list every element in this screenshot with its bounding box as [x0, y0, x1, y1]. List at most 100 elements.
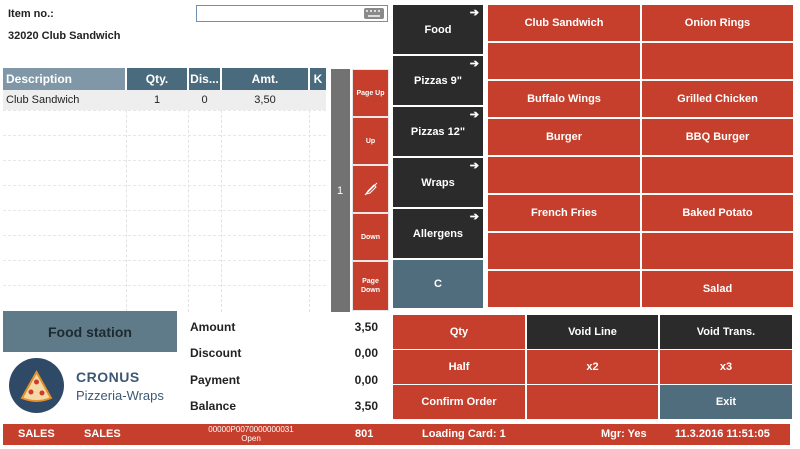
grid-line: [221, 90, 222, 312]
clear-button[interactable]: C: [393, 260, 483, 308]
column-header-k[interactable]: K: [310, 68, 326, 90]
balance-label: Balance: [190, 399, 237, 413]
product-buffalo-wings[interactable]: Buffalo Wings: [488, 81, 640, 117]
category-label: Allergens: [412, 227, 464, 240]
grid-line: [3, 160, 326, 161]
product-bbq-burger[interactable]: BBQ Burger: [642, 119, 793, 155]
loading-card: Loading Card: 1: [422, 428, 506, 440]
void-line-button[interactable]: Void Line: [527, 315, 658, 349]
exit-button[interactable]: Exit: [660, 385, 792, 419]
status-mode-1: SALES: [18, 428, 55, 440]
category-label: Pizzas 9": [413, 74, 463, 87]
status-bar: SALES SALES 00000P0070000000031 Open 801…: [3, 424, 790, 445]
column-header-amount[interactable]: Amt.: [222, 68, 308, 90]
void-transaction-button[interactable]: Void Trans.: [660, 315, 792, 349]
item-no-label: Item no.:: [8, 8, 54, 20]
table-row[interactable]: Club Sandwich 1 0 3,50: [3, 90, 326, 110]
column-header-qty[interactable]: Qty.: [127, 68, 187, 90]
order-lines-table: Description Qty. Dis... Amt. K Club Sand…: [3, 68, 326, 312]
category-pizzas-9[interactable]: Pizzas 9" ➔: [393, 56, 483, 105]
amount-value: 3,50: [354, 320, 378, 334]
page-indicator: 1: [337, 185, 344, 197]
product-empty[interactable]: [642, 233, 793, 269]
grid-line: [309, 90, 310, 312]
product-onion-rings[interactable]: Onion Rings: [642, 5, 793, 41]
row-description: Club Sandwich: [6, 94, 80, 106]
product-empty[interactable]: [488, 157, 640, 193]
grid-line: [188, 90, 189, 312]
row-qty: 1: [153, 94, 161, 106]
product-empty[interactable]: [488, 233, 640, 269]
grid-line: [126, 90, 127, 312]
pizza-logo-icon: [9, 358, 64, 413]
page-down-button[interactable]: Page Down: [352, 261, 389, 311]
transaction-state: Open: [241, 434, 261, 443]
manager-status: Mgr: Yes: [601, 428, 647, 440]
grid-line: [3, 260, 326, 261]
logo-subtitle: Pizzeria-Wraps: [76, 388, 164, 403]
edit-line-button[interactable]: [352, 165, 389, 213]
arrow-right-icon: ➔: [469, 109, 479, 121]
grid-line: [3, 135, 326, 136]
column-header-discount[interactable]: Dis...: [189, 68, 220, 90]
discount-label: Discount: [190, 346, 242, 360]
item-no-input[interactable]: [196, 5, 388, 22]
scrollbar[interactable]: 1: [331, 69, 350, 312]
half-button[interactable]: Half: [393, 350, 525, 384]
product-empty[interactable]: [488, 43, 640, 79]
page-down-label-1: Page: [362, 278, 379, 285]
terminal-number: 801: [355, 428, 374, 440]
page-down-label-2: Down: [360, 287, 381, 294]
page-up-button[interactable]: Page Up: [352, 69, 389, 117]
transaction-info: 00000P0070000000031 Open: [186, 425, 316, 443]
food-station-button[interactable]: Food station: [3, 311, 177, 352]
date-time: 11.3.2016 11:51:05: [675, 428, 770, 440]
discount-value: 0,00: [354, 346, 378, 360]
category-label: Food: [424, 23, 452, 36]
confirm-order-button[interactable]: Confirm Order: [393, 385, 525, 419]
balance-value: 3,50: [354, 399, 378, 413]
up-button[interactable]: Up: [352, 117, 389, 165]
product-grilled-chicken[interactable]: Grilled Chicken: [642, 81, 793, 117]
grid-line: [3, 210, 326, 211]
payment-value: 0,00: [354, 373, 378, 387]
product-baked-potato[interactable]: Baked Potato: [642, 195, 793, 231]
grid-line: [3, 185, 326, 186]
product-empty[interactable]: [488, 271, 640, 307]
arrow-right-icon: ➔: [469, 58, 479, 70]
product-french-fries[interactable]: French Fries: [488, 195, 640, 231]
category-food[interactable]: Food ➔: [393, 5, 483, 54]
x2-button[interactable]: x2: [527, 350, 658, 384]
pen-slash-icon: [364, 182, 377, 196]
product-empty[interactable]: [642, 43, 793, 79]
row-discount: 0: [201, 94, 208, 106]
product-club-sandwich[interactable]: Club Sandwich: [488, 5, 640, 41]
payment-label: Payment: [190, 373, 241, 387]
column-header-description[interactable]: Description: [3, 68, 125, 90]
down-button[interactable]: Down: [352, 213, 389, 261]
arrow-right-icon: ➔: [469, 160, 479, 172]
empty-function-button[interactable]: [527, 385, 658, 419]
product-empty[interactable]: [642, 157, 793, 193]
keyboard-icon[interactable]: [364, 8, 384, 19]
current-item: 32020 Club Sandwich: [8, 30, 121, 42]
category-wraps[interactable]: Wraps ➔: [393, 158, 483, 207]
arrow-right-icon: ➔: [469, 7, 479, 19]
category-pizzas-12[interactable]: Pizzas 12" ➔: [393, 107, 483, 156]
status-mode-2: SALES: [84, 428, 121, 440]
category-label: Pizzas 12": [410, 125, 466, 138]
qty-button[interactable]: Qty: [393, 315, 525, 349]
x3-button[interactable]: x3: [660, 350, 792, 384]
category-label: Wraps: [421, 176, 455, 189]
category-allergens[interactable]: Allergens ➔: [393, 209, 483, 258]
product-burger[interactable]: Burger: [488, 119, 640, 155]
product-salad[interactable]: Salad: [642, 271, 793, 307]
grid-line: [3, 110, 326, 111]
grid-line: [3, 235, 326, 236]
transaction-id: 00000P0070000000031: [208, 425, 294, 434]
row-amount: 3,50: [254, 94, 276, 106]
grid-line: [3, 285, 326, 286]
logo-brand: CRONUS: [76, 369, 140, 385]
amount-label: Amount: [190, 320, 236, 334]
